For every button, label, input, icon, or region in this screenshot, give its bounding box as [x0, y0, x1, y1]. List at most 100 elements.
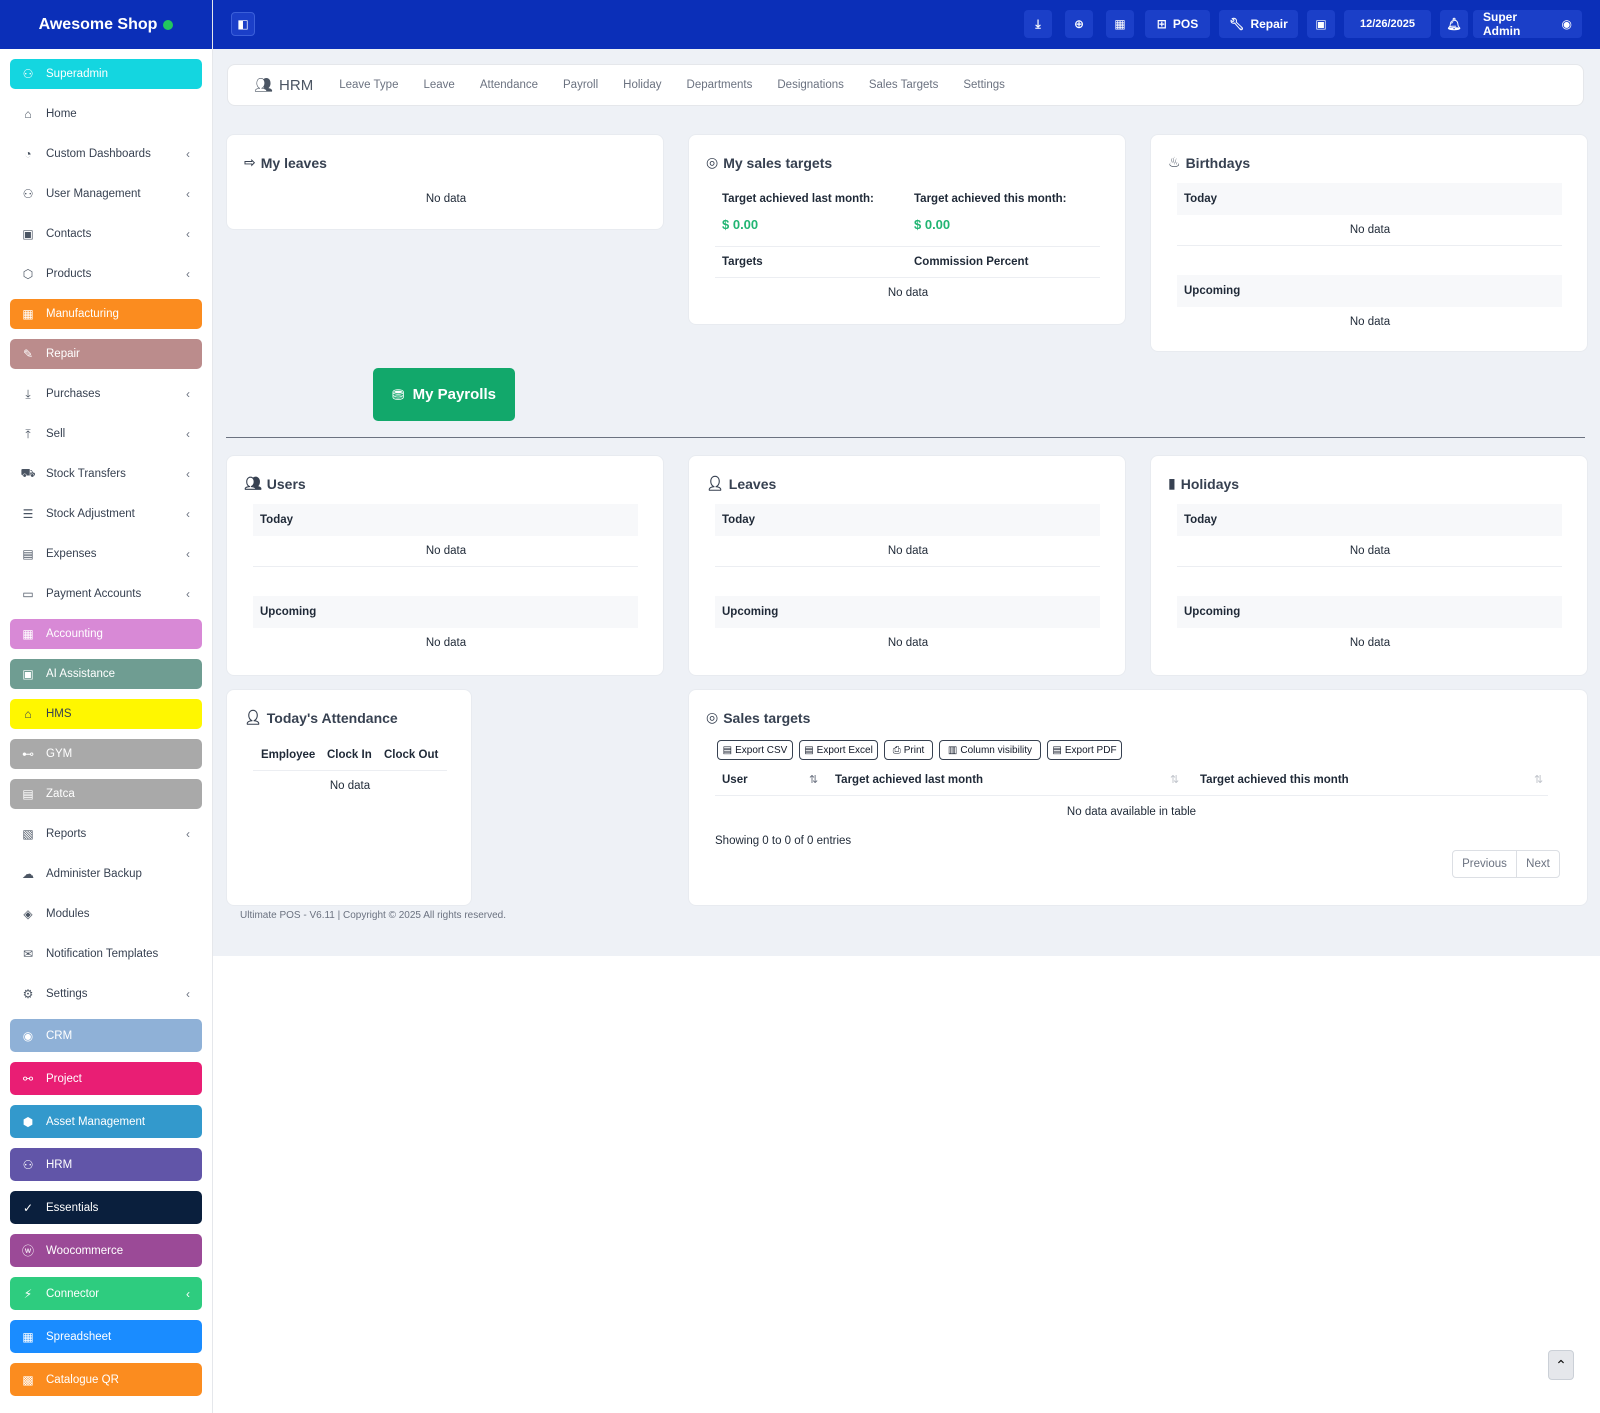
chevron-left-icon: ‹: [186, 187, 190, 201]
repair-button[interactable]: 🔧︎ Repair: [1219, 10, 1298, 38]
sidebar-item-crm[interactable]: ◉ CRM: [10, 1019, 202, 1052]
sidebar-item-project[interactable]: ⚯ Project: [10, 1062, 202, 1095]
sidebar-item-products[interactable]: ⬡ Products ‹: [10, 259, 202, 289]
sidebar-item-repair[interactable]: ✎ Repair: [10, 339, 202, 369]
my-leaves-card: ⇨ My leaves No data: [226, 134, 664, 230]
sidebar-item-payment-accounts[interactable]: ▭ Payment Accounts ‹: [10, 579, 202, 609]
pos-label: POS: [1172, 17, 1199, 31]
previous-page-button[interactable]: Previous: [1452, 850, 1517, 878]
pos-button[interactable]: ⊞ POS: [1145, 10, 1210, 38]
sidebar-item-hms[interactable]: ⌂ HMS: [10, 699, 202, 729]
sort-icon[interactable]: ⇅: [1534, 774, 1544, 786]
users-today-row: Today: [253, 504, 638, 536]
sidebar-item-label: Superadmin: [46, 68, 109, 80]
tab-holiday[interactable]: Holiday: [623, 79, 662, 91]
export-pdf-button[interactable]: ▤ Export PDF: [1047, 740, 1122, 760]
sidebar-item-asset-management[interactable]: ⬢ Asset Management: [10, 1105, 202, 1138]
sidebar-item-label: Home: [46, 108, 77, 120]
brand-header[interactable]: Awesome Shop: [0, 0, 212, 49]
tab-hrm[interactable]: 👥︎ HRM: [254, 76, 314, 95]
sidebar-item-essentials[interactable]: ✓ Essentials: [10, 1191, 202, 1224]
export-excel-button[interactable]: ▤ Export Excel: [799, 740, 878, 760]
sidebar-item-user-management[interactable]: ⚇ User Management ‹: [10, 179, 202, 209]
section-divider: [226, 437, 1585, 438]
sidebar-item-spreadsheet[interactable]: ▦ Spreadsheet: [10, 1320, 202, 1353]
sidebar-item-accounting[interactable]: ▦ Accounting: [10, 619, 202, 649]
sidebar-item-catalogue-qr[interactable]: ▩ Catalogue QR: [10, 1363, 202, 1396]
sidebar-item-purchases[interactable]: ⤓ Purchases ‹: [10, 379, 202, 409]
user-menu-button[interactable]: Super Admin ◉: [1473, 10, 1582, 38]
chevron-left-icon: ‹: [186, 987, 190, 1001]
tab-payroll[interactable]: Payroll: [563, 79, 599, 91]
sidebar-nav: ⚇ Superadmin ⌂ Home ◔ Custom Dashboards ‹ ⚇ User…: [0, 49, 212, 1396]
tab-leave-type[interactable]: Leave Type: [339, 79, 399, 91]
sidebar-item-label: Modules: [46, 908, 90, 920]
sidebar-item-home[interactable]: ⌂ Home: [10, 99, 202, 129]
download-button[interactable]: ⤓: [1024, 10, 1052, 38]
sign-out-icon: ⇨: [244, 154, 256, 170]
tab-departments[interactable]: Departments: [686, 79, 753, 91]
divider: [715, 795, 1548, 796]
sidebar-item-label: HMS: [46, 708, 72, 720]
sidebar-item-notification-templates[interactable]: ✉ Notification Templates: [10, 939, 202, 969]
sidebar-item-label: Accounting: [46, 628, 103, 640]
sidebar-item-zatca[interactable]: ▤ Zatca: [10, 779, 202, 809]
sidebar-item-label: GYM: [46, 748, 73, 760]
sidebar-item-label: Manufacturing: [46, 308, 119, 320]
tab-sales-targets[interactable]: Sales Targets: [868, 79, 939, 91]
sidebar-item-reports[interactable]: ▧ Reports ‹: [10, 819, 202, 849]
sidebar-item-connector[interactable]: ⚡ Connector ‹: [10, 1277, 202, 1310]
cash-register-button[interactable]: ▣: [1307, 10, 1335, 38]
export-csv-button[interactable]: ▤ Export CSV: [717, 740, 793, 760]
sidebar-toggle-button[interactable]: ◧: [231, 12, 255, 36]
sidebar-item-label: Payment Accounts: [46, 588, 142, 600]
tab-designations[interactable]: Designations: [777, 79, 844, 91]
scroll-to-top-button[interactable]: ⌃: [1548, 1350, 1574, 1380]
sidebar-item-settings[interactable]: ⚙ Settings ‹: [10, 979, 202, 1009]
cloud-icon: ☁: [22, 867, 34, 881]
sidebar-item-gym[interactable]: ⊷ GYM: [10, 739, 202, 769]
sidebar-item-stock-adjustment[interactable]: ☰ Stock Adjustment ‹: [10, 499, 202, 529]
tab-leave[interactable]: Leave: [423, 79, 455, 91]
print-button[interactable]: ⎙ Print: [884, 740, 933, 760]
sidebar-item-sell[interactable]: ⤒ Sell ‹: [10, 419, 202, 449]
tab-hrm-label: HRM: [279, 76, 314, 94]
calculator-button[interactable]: ▦: [1106, 10, 1134, 38]
team-icon: ⚇: [22, 1157, 34, 1172]
tab-attendance[interactable]: Attendance: [479, 79, 539, 91]
my-payrolls-button[interactable]: ⛃ My Payrolls: [373, 368, 515, 421]
sidebar-item-ai-assistance[interactable]: ▣ AI Assistance: [10, 659, 202, 689]
notifications-button[interactable]: 🔔︎: [1440, 10, 1468, 38]
holidays-upcoming-empty: No data: [1349, 637, 1391, 649]
column-visibility-button[interactable]: ▥ Column visibility: [939, 740, 1041, 760]
tab-settings[interactable]: Settings: [963, 79, 1005, 91]
sidebar-item-manufacturing[interactable]: ▦ Manufacturing: [10, 299, 202, 329]
print-icon: ⎙: [892, 744, 901, 756]
my-leaves-empty: No data: [425, 193, 467, 205]
sidebar-item-hrm[interactable]: ⚇ HRM: [10, 1148, 202, 1181]
sidebar-item-contacts[interactable]: ▣ Contacts ‹: [10, 219, 202, 249]
col-last-month[interactable]: Target achieved last month: [835, 774, 984, 786]
sidebar-item-expenses[interactable]: ▤ Expenses ‹: [10, 539, 202, 569]
sidebar-item-modules[interactable]: ◈ Modules: [10, 899, 202, 929]
export-csv-label: Export CSV: [735, 744, 788, 756]
sidebar-item-superadmin[interactable]: ⚇ Superadmin: [10, 59, 202, 89]
col-user[interactable]: User: [722, 774, 748, 786]
sidebar-item-custom-dashboards[interactable]: ◔ Custom Dashboards ‹: [10, 139, 202, 169]
col-this-month[interactable]: Target achieved this month: [1200, 774, 1349, 786]
chevron-left-icon: ‹: [186, 587, 190, 601]
gear-icon: ⚙: [22, 987, 34, 1001]
sidebar-item-woocommerce[interactable]: ⓦ Woocommerce: [10, 1234, 202, 1267]
sidebar-item-label: CRM: [46, 1029, 73, 1042]
sidebar-item-stock-transfers[interactable]: ⛟ Stock Transfers ‹: [10, 459, 202, 489]
check-circle-icon: ✓: [22, 1200, 34, 1215]
sidebar-item-administer-backup[interactable]: ☁ Administer Backup: [10, 859, 202, 889]
birthdays-title: Birthdays: [1185, 154, 1251, 171]
sidebar-item-label: Products: [46, 268, 92, 280]
leaves-title: Leaves: [728, 475, 777, 492]
sidebar-item-label: Spreadsheet: [46, 1330, 112, 1343]
sort-icon[interactable]: ⇅: [1170, 774, 1180, 786]
sort-asc-icon[interactable]: ⇅: [809, 774, 819, 786]
next-page-button[interactable]: Next: [1516, 850, 1560, 878]
add-button[interactable]: ⊕: [1065, 10, 1093, 38]
